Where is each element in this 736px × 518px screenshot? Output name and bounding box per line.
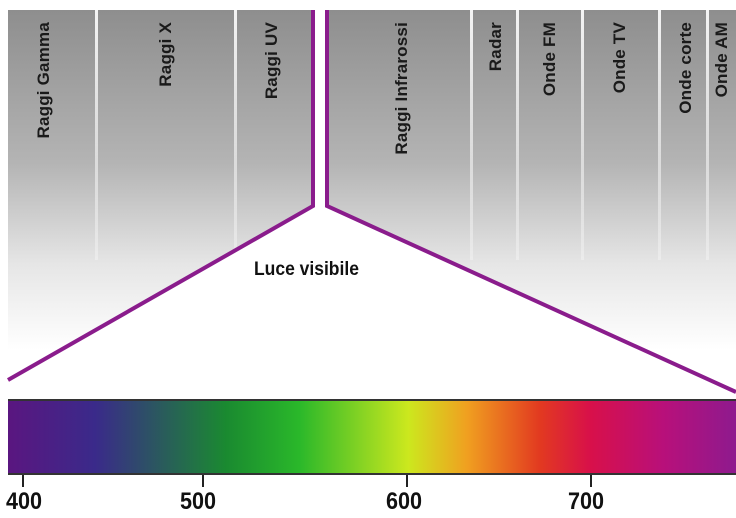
divider-tv-short [658, 10, 661, 260]
tick-500 [202, 475, 204, 487]
tick-label-400: 400 [6, 488, 43, 515]
divider-short-am [706, 10, 709, 260]
divider-gamma-x [95, 10, 98, 260]
funnel-white-area [8, 206, 736, 399]
tick-400 [22, 475, 24, 487]
tick-700 [590, 475, 592, 487]
tick-label-500: 500 [180, 488, 217, 515]
funnel-left-line [7, 10, 315, 382]
divider-fm-tv [581, 10, 584, 260]
visible-spectrum-bar [8, 399, 736, 475]
tick-600 [406, 475, 408, 487]
center-gap [312, 10, 329, 210]
visible-light-label: Luce visibile [254, 259, 359, 280]
divider-radar-fm [516, 10, 519, 260]
divider-ir-radar [470, 10, 473, 260]
funnel-right-line [325, 10, 736, 394]
divider-x-uv [234, 10, 237, 260]
tick-label-600: 600 [386, 488, 423, 515]
tick-label-700: 700 [568, 488, 605, 515]
